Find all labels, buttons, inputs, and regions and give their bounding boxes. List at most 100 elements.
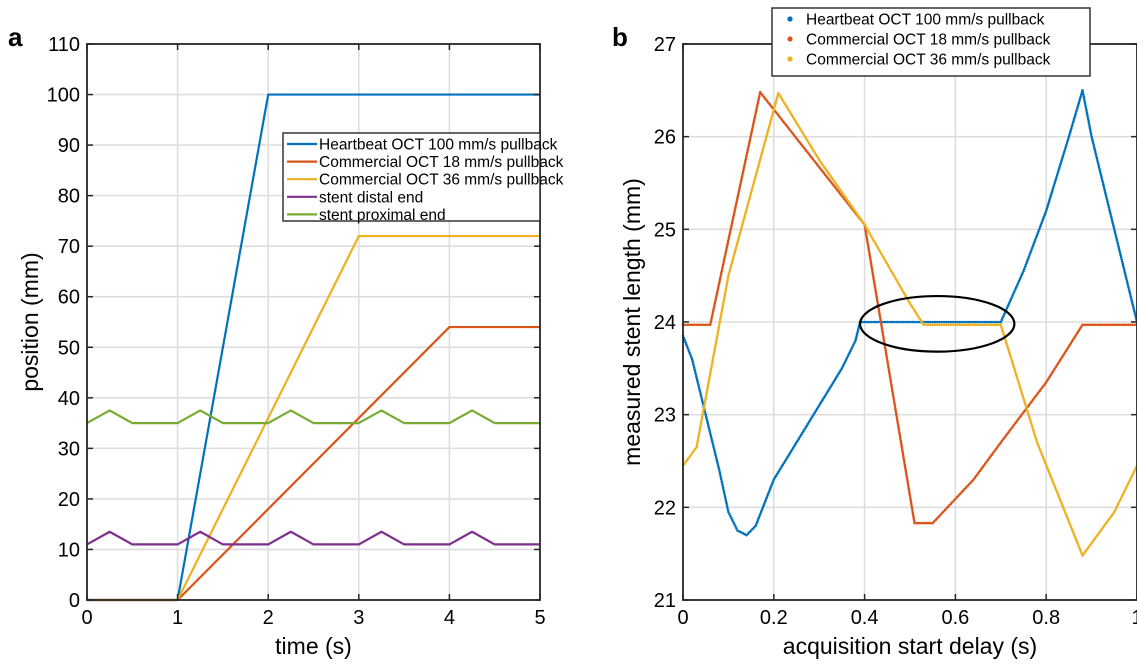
- data-point: [726, 506, 729, 509]
- data-point: [1028, 418, 1032, 421]
- data-point: [903, 461, 906, 464]
- data-point: [1008, 428, 1012, 432]
- data-point: [1091, 141, 1095, 145]
- data-point: [947, 323, 950, 327]
- data-point: [734, 202, 738, 206]
- data-point: [845, 198, 849, 201]
- data-point: [1019, 388, 1023, 392]
- data-point: [1076, 105, 1079, 109]
- data-point: [872, 279, 876, 283]
- data-point: [713, 451, 717, 455]
- data-point: [1079, 550, 1083, 553]
- data-point: [705, 391, 708, 395]
- data-point: [761, 149, 764, 152]
- data-point: [722, 490, 726, 494]
- data-point: [699, 421, 703, 425]
- data-point: [1002, 437, 1005, 441]
- data-point: [751, 123, 755, 126]
- data-point: [1036, 391, 1040, 395]
- data-point: [719, 317, 722, 321]
- data-point: [900, 288, 904, 292]
- data-point: [687, 349, 691, 352]
- data-point: [940, 320, 944, 324]
- data-point: [1034, 436, 1038, 440]
- data-point: [896, 281, 900, 284]
- data-point: [881, 331, 884, 335]
- data-point: [1081, 323, 1084, 327]
- data-point: [716, 289, 719, 292]
- data-point: [1026, 411, 1030, 415]
- data-point: [858, 216, 861, 219]
- x-axis-label: time (s): [275, 633, 352, 659]
- data-point: [1052, 186, 1055, 189]
- data-point: [864, 225, 868, 228]
- data-point: [979, 320, 982, 324]
- data-point: [707, 378, 711, 382]
- data-point: [705, 389, 709, 392]
- data-point: [891, 392, 895, 395]
- data-point: [759, 155, 763, 159]
- data-point: [1092, 323, 1095, 327]
- data-point: [1050, 478, 1054, 481]
- data-point: [883, 257, 886, 261]
- legend-label: Commercial OCT 18 mm/s pullback: [319, 154, 564, 171]
- data-point: [714, 299, 717, 303]
- data-point: [716, 286, 720, 290]
- data-point: [704, 415, 708, 419]
- data-point: [1029, 251, 1032, 254]
- data-point: [855, 212, 859, 216]
- data-point: [698, 426, 702, 429]
- data-point: [902, 290, 905, 294]
- data-point: [889, 379, 892, 382]
- data-point: [763, 140, 767, 144]
- data-point: [1061, 504, 1065, 508]
- data-point: [1018, 386, 1022, 390]
- data-point: [1118, 251, 1122, 255]
- data-point: [723, 296, 726, 299]
- data-point: [993, 323, 996, 327]
- data-point: [754, 112, 757, 116]
- data-point: [1010, 359, 1014, 362]
- data-point: [1081, 89, 1084, 92]
- data-point: [744, 159, 747, 163]
- data-point: [756, 168, 759, 171]
- data-point: [884, 259, 887, 263]
- data-point: [964, 323, 968, 327]
- data-point: [730, 263, 733, 267]
- data-point: [743, 214, 746, 218]
- data-point: [954, 323, 957, 327]
- data-point: [869, 234, 873, 238]
- data-point: [863, 320, 866, 324]
- data-point: [726, 241, 730, 245]
- data-point: [909, 498, 912, 501]
- data-point: [1121, 492, 1125, 496]
- data-point: [1102, 187, 1106, 190]
- data-point: [753, 116, 756, 120]
- data-point: [734, 248, 737, 252]
- data-point: [1057, 494, 1060, 498]
- data-point: [1100, 176, 1103, 179]
- data-point: [1105, 323, 1108, 327]
- data-point: [1024, 405, 1028, 409]
- data-point: [895, 415, 899, 419]
- data-point: [1125, 279, 1129, 283]
- data-point: [1035, 439, 1038, 442]
- data-point: [1012, 423, 1016, 427]
- data-point: [1085, 113, 1089, 116]
- data-point: [1075, 332, 1078, 336]
- data-point: [750, 131, 753, 135]
- data-point: [1074, 334, 1077, 338]
- data-point: [719, 315, 723, 319]
- data-point: [719, 475, 723, 479]
- data-point: [728, 512, 731, 516]
- data-point: [834, 181, 837, 185]
- data-point: [876, 246, 880, 250]
- data-point: [1063, 148, 1067, 151]
- y-tick-label: 40: [58, 388, 80, 410]
- data-point: [1098, 169, 1102, 173]
- data-point: [710, 314, 714, 318]
- data-point: [1119, 256, 1123, 259]
- data-point: [981, 320, 984, 324]
- data-point: [860, 219, 864, 223]
- data-point: [732, 253, 736, 256]
